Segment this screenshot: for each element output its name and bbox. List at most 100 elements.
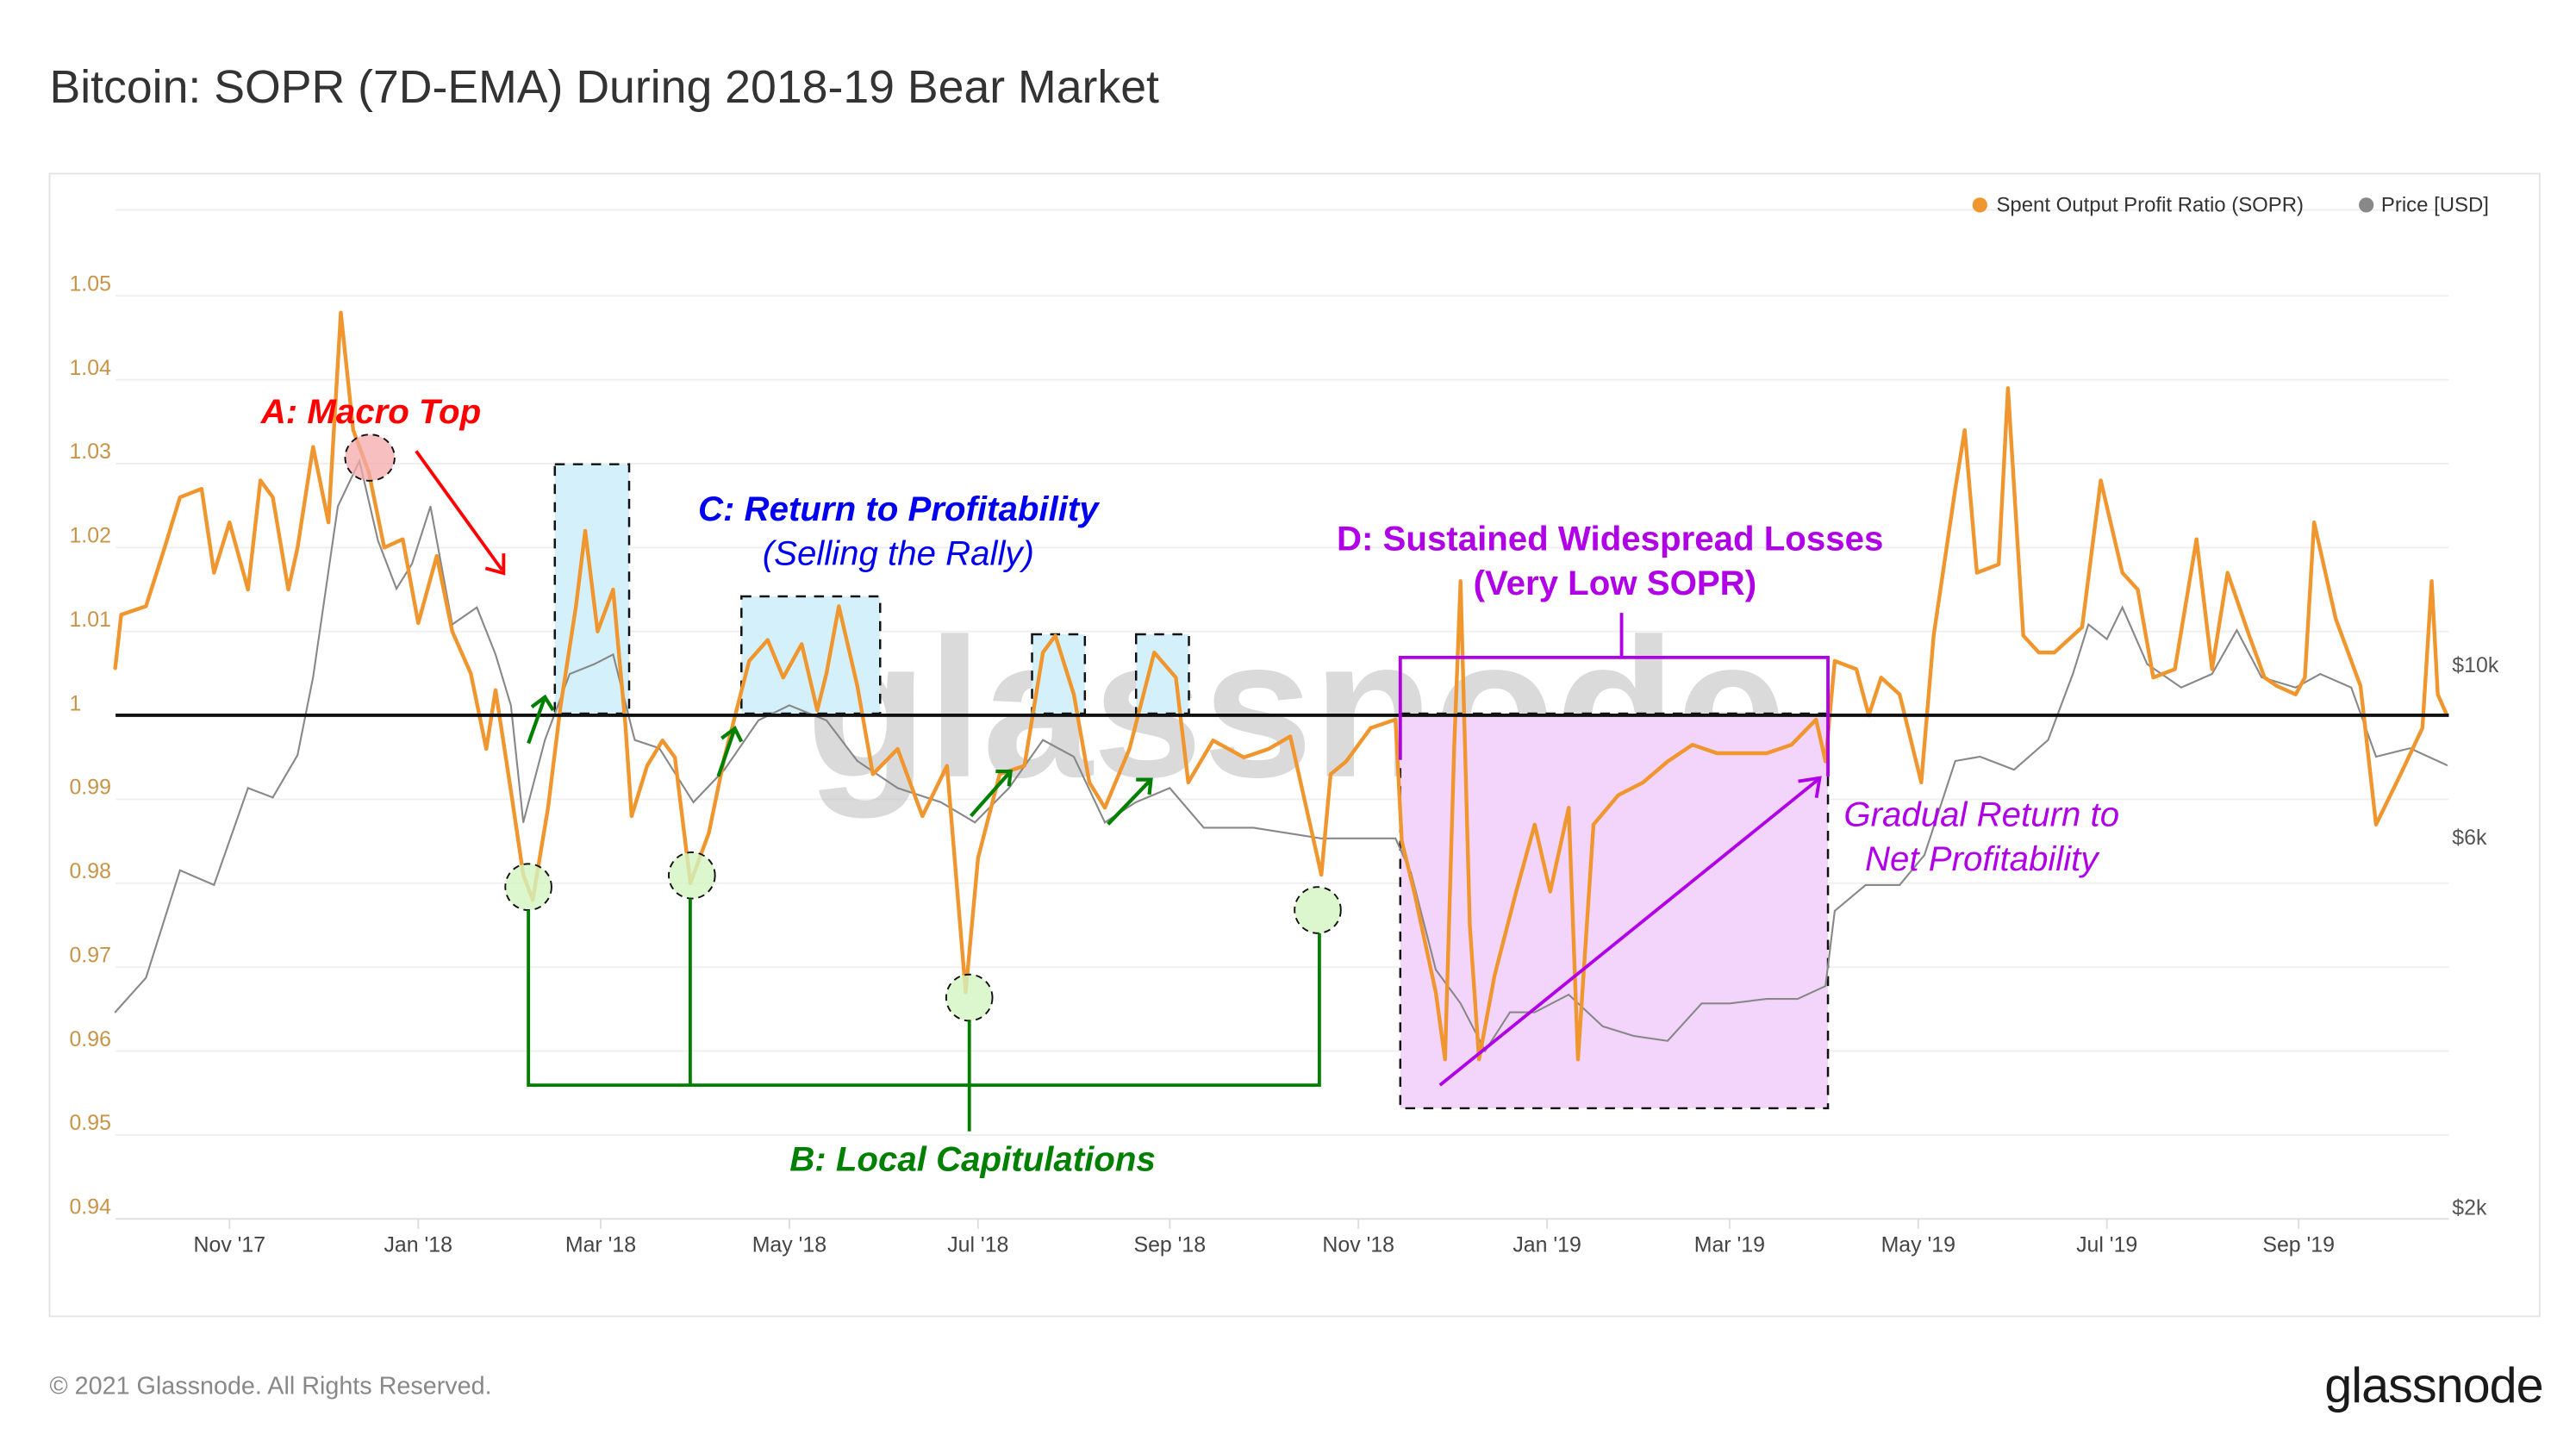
sopr-point bbox=[1920, 781, 1923, 784]
legend-dot-price bbox=[2359, 197, 2374, 213]
price-point bbox=[1104, 821, 1106, 824]
rally-box-4 bbox=[1134, 633, 1190, 715]
gridlines bbox=[115, 295, 2449, 1220]
price-point bbox=[1252, 826, 1254, 829]
sopr-point bbox=[228, 521, 231, 524]
price-point bbox=[1979, 756, 1981, 758]
sopr-point bbox=[976, 857, 979, 859]
y-tick-label: 0.95 bbox=[69, 1111, 110, 1135]
price-point bbox=[569, 673, 571, 675]
x-tick-label: Jul '19 bbox=[2076, 1233, 2137, 1257]
price-point bbox=[2072, 673, 2074, 675]
sopr-point bbox=[1400, 839, 1403, 843]
sopr-point bbox=[2226, 571, 2229, 574]
legend-label-sopr: Spent Output Profit Ratio (SOPR) bbox=[1996, 194, 2304, 217]
sopr-point bbox=[1319, 873, 1323, 876]
x-tick-label: Jan '19 bbox=[1513, 1233, 1581, 1257]
price-point bbox=[1924, 854, 1925, 856]
sopr-point bbox=[163, 546, 166, 549]
sopr-point bbox=[2037, 651, 2040, 654]
sopr-point bbox=[1975, 571, 1979, 574]
sopr-point bbox=[2248, 634, 2250, 637]
sopr-point bbox=[213, 571, 215, 574]
price-point bbox=[658, 747, 660, 750]
sopr-point bbox=[896, 747, 899, 751]
sopr-point bbox=[1072, 693, 1076, 695]
price-point bbox=[1320, 838, 1322, 839]
price-point bbox=[1394, 838, 1397, 839]
sopr-point bbox=[485, 747, 488, 751]
price-point bbox=[429, 505, 432, 508]
sopr-point bbox=[1592, 823, 1595, 826]
sopr-point bbox=[1765, 752, 1768, 755]
sopr-point bbox=[145, 605, 147, 608]
arrow-icon-down-red bbox=[415, 450, 504, 571]
sopr-point bbox=[1666, 760, 1669, 763]
sopr-point bbox=[1533, 823, 1536, 826]
sopr-point bbox=[871, 773, 874, 776]
x-tick-label: Sep '18 bbox=[1133, 1233, 1206, 1257]
price-point bbox=[510, 704, 512, 707]
sopr-point bbox=[1691, 744, 1693, 746]
price-point bbox=[495, 653, 496, 656]
price-point bbox=[758, 720, 759, 721]
sopr-point bbox=[327, 521, 330, 524]
annotation-a-label: A: Macro Top bbox=[260, 392, 481, 431]
arrow-icon-up-1 bbox=[527, 694, 555, 745]
sopr-point bbox=[352, 428, 355, 432]
price-point bbox=[1864, 884, 1867, 886]
price-tick-label: $6k bbox=[2452, 826, 2487, 850]
legend-item-sopr[interactable]: Spent Output Profit Ratio (SOPR) bbox=[1972, 194, 2304, 217]
price-point bbox=[2105, 638, 2108, 640]
price-point bbox=[1824, 985, 1826, 987]
sopr-point bbox=[1175, 677, 1177, 679]
x-axis: Nov '17 Jan '18 Mar '18 May '18 Jul '18 Sep '… bbox=[194, 1219, 2335, 1257]
sopr-point bbox=[1855, 668, 1858, 670]
sopr-point bbox=[1932, 634, 1935, 637]
y-tick-label: 0.99 bbox=[69, 776, 110, 800]
capitulation-marker-3 bbox=[945, 973, 994, 1022]
legend-item-price[interactable]: Price [USD] bbox=[2359, 194, 2489, 217]
price-point bbox=[1203, 826, 1205, 829]
price-point bbox=[522, 821, 525, 824]
sopr-point bbox=[856, 684, 858, 688]
price-point bbox=[1568, 994, 1570, 995]
sopr-point bbox=[451, 630, 453, 633]
price-point bbox=[594, 663, 596, 665]
sopr-point bbox=[1088, 781, 1091, 784]
page-title: Bitcoin: SOPR (7D-EMA) During 2018-19 Be… bbox=[49, 61, 1159, 113]
arrow-icon-up-purple bbox=[1438, 778, 1819, 1087]
price-tick-label: $10k bbox=[2452, 653, 2499, 677]
sopr-point bbox=[435, 554, 438, 558]
price-point bbox=[377, 540, 379, 542]
sopr-point bbox=[546, 807, 550, 809]
price-point bbox=[1632, 1035, 1635, 1037]
gradual-return-line-1: Gradual Return to bbox=[1843, 795, 2119, 833]
y-axis-right: $10k $6k $2k bbox=[2452, 653, 2499, 1219]
sopr-point bbox=[2099, 479, 2102, 482]
sopr-point bbox=[1741, 752, 1743, 755]
sopr-point bbox=[782, 677, 784, 679]
sopr-point bbox=[1054, 634, 1057, 637]
arrowhead-icon-red bbox=[484, 553, 506, 576]
x-tick-label: Mar '18 bbox=[565, 1233, 636, 1257]
price-point bbox=[2409, 747, 2411, 750]
sopr-point bbox=[2399, 773, 2402, 776]
legend: Spent Output Profit Ratio (SOPR) Price [… bbox=[1972, 194, 2489, 217]
price-point bbox=[1073, 756, 1075, 758]
sopr-point bbox=[2211, 668, 2213, 670]
sopr-point bbox=[748, 659, 751, 662]
y-tick-label: 1.03 bbox=[69, 440, 110, 464]
sopr-point bbox=[340, 311, 342, 314]
sopr-point bbox=[1617, 794, 1619, 796]
sopr-point bbox=[1267, 747, 1270, 751]
annotation-a: A: Macro Top bbox=[260, 392, 506, 576]
x-tick-label: Nov '17 bbox=[194, 1233, 266, 1257]
sopr-point bbox=[661, 739, 664, 742]
sopr-point bbox=[838, 605, 840, 608]
sopr-point bbox=[1128, 747, 1131, 751]
sopr-point bbox=[271, 496, 274, 499]
sopr-point bbox=[2053, 651, 2055, 654]
glassnode-logo: glassnode bbox=[2324, 1358, 2542, 1413]
sopr-point bbox=[509, 789, 513, 792]
